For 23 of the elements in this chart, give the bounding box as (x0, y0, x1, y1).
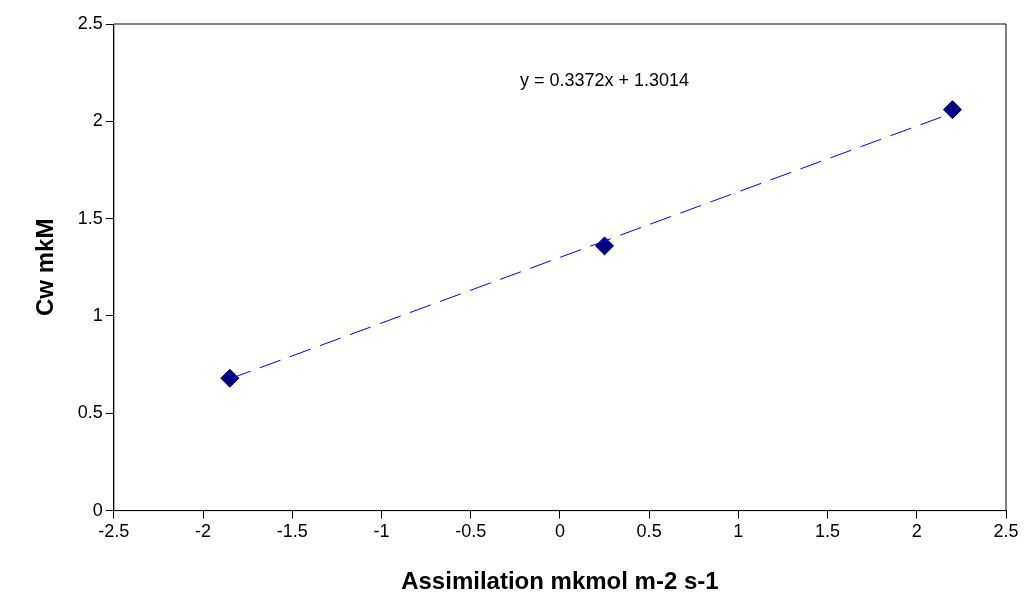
point (942, 100, 962, 120)
y-tick-label: 2.5 (77, 12, 103, 33)
point (595, 236, 615, 256)
x-tick-label: 2.5 (993, 521, 1019, 542)
point (220, 368, 240, 388)
x-tick-label: -0.5 (455, 521, 487, 542)
annotation: y = 0.3372x + 1.3014 (519, 70, 690, 90)
y-tick-label: 0 (92, 499, 103, 520)
x-tick-label: 1.5 (815, 521, 841, 542)
x-tick-label: -1 (373, 521, 390, 542)
x-tick-label: -2 (195, 521, 212, 542)
x-tick-label: 1 (733, 521, 744, 542)
x-axis-title: Assimilation mkmol m-2 s-1 (401, 567, 719, 595)
y-tick-label: 2 (92, 110, 103, 131)
x-tick-label: 2 (911, 521, 922, 542)
y-tick-label: 1 (92, 304, 103, 325)
x-tick-label: -1.5 (276, 521, 308, 542)
x-tick-label: 0.5 (636, 521, 662, 542)
x-tick-label: -2.5 (98, 521, 130, 542)
y-tick-label: 0.5 (77, 402, 103, 423)
x-tick-label: 0 (554, 521, 565, 542)
y-axis-title: Cw mkM (31, 218, 59, 316)
y-tick-label: 1.5 (77, 207, 103, 228)
